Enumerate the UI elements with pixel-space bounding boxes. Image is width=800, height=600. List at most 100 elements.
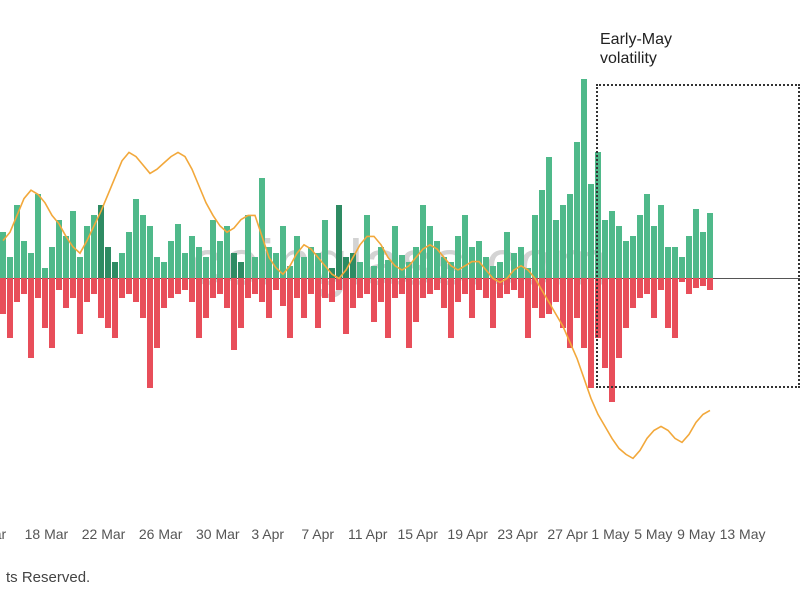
bar-positive xyxy=(357,262,363,279)
bar-negative xyxy=(658,278,664,290)
bar-positive xyxy=(112,262,118,279)
bar-negative xyxy=(28,278,34,358)
bar-positive xyxy=(525,268,531,279)
bar-positive xyxy=(567,194,573,278)
bar-negative xyxy=(588,278,594,388)
bar-positive xyxy=(630,236,636,278)
bar-negative xyxy=(280,278,286,306)
bar-positive xyxy=(476,241,482,279)
bar-positive xyxy=(70,211,76,278)
bar-negative xyxy=(651,278,657,318)
bar-positive xyxy=(700,232,706,278)
bar-positive xyxy=(336,205,342,279)
bar-negative xyxy=(525,278,531,338)
bar-negative xyxy=(616,278,622,358)
bar-negative xyxy=(133,278,139,302)
bar-negative xyxy=(343,278,349,334)
bar-negative xyxy=(420,278,426,298)
bar-negative xyxy=(371,278,377,322)
bar-positive xyxy=(322,220,328,279)
bar-negative xyxy=(175,278,181,294)
bar-negative xyxy=(490,278,496,328)
bar-positive xyxy=(42,268,48,279)
bar-positive xyxy=(623,241,629,279)
x-tick-label: 23 Apr xyxy=(497,526,537,542)
bar-negative xyxy=(308,278,314,294)
bar-negative xyxy=(672,278,678,338)
bar-positive xyxy=(0,232,6,278)
bar-negative xyxy=(210,278,216,298)
x-tick-label: 15 Apr xyxy=(397,526,437,542)
bar-negative xyxy=(546,278,552,314)
bar-positive xyxy=(168,241,174,279)
bar-negative xyxy=(217,278,223,294)
bar-positive xyxy=(343,257,349,278)
bar-positive xyxy=(553,220,559,279)
bar-negative xyxy=(553,278,559,302)
bar-positive xyxy=(203,257,209,278)
bar-negative xyxy=(350,278,356,308)
bar-negative xyxy=(427,278,433,294)
bar-negative xyxy=(336,278,342,290)
bar-positive xyxy=(231,253,237,278)
bar-negative xyxy=(7,278,13,338)
bar-negative xyxy=(259,278,265,302)
bar-negative xyxy=(14,278,20,302)
bar-positive xyxy=(406,262,412,279)
bar-negative xyxy=(483,278,489,298)
bar-positive xyxy=(392,226,398,279)
bar-negative xyxy=(413,278,419,322)
bar-negative xyxy=(126,278,132,294)
bar-negative xyxy=(98,278,104,318)
bar-negative xyxy=(609,278,615,402)
bar-positive xyxy=(399,255,405,278)
bar-negative xyxy=(602,278,608,368)
bar-negative xyxy=(56,278,62,290)
bar-negative xyxy=(105,278,111,328)
bar-positive xyxy=(504,232,510,278)
bar-positive xyxy=(378,247,384,279)
bar-positive xyxy=(119,253,125,278)
bar-negative xyxy=(679,278,685,282)
bar-positive xyxy=(315,253,321,278)
bar-negative xyxy=(154,278,160,348)
bar-positive xyxy=(49,247,55,279)
bar-negative xyxy=(224,278,230,308)
bar-positive xyxy=(301,257,307,278)
bar-positive xyxy=(434,241,440,279)
bar-negative xyxy=(434,278,440,290)
bar-positive xyxy=(175,224,181,279)
bar-positive xyxy=(539,190,545,278)
bar-negative xyxy=(504,278,510,294)
bar-negative xyxy=(266,278,272,318)
bar-negative xyxy=(399,278,405,294)
bar-negative xyxy=(0,278,6,314)
bar-negative xyxy=(21,278,27,294)
bar-positive xyxy=(616,226,622,279)
bar-positive xyxy=(210,220,216,279)
bar-negative xyxy=(567,278,573,348)
x-tick-label: ar xyxy=(0,526,6,542)
bar-positive xyxy=(469,247,475,279)
bar-negative xyxy=(518,278,524,298)
bar-negative xyxy=(364,278,370,294)
bar-negative xyxy=(70,278,76,298)
bar-positive xyxy=(679,257,685,278)
bar-positive xyxy=(133,199,139,279)
bar-positive xyxy=(581,79,587,279)
bar-positive xyxy=(686,236,692,278)
bar-positive xyxy=(91,215,97,278)
bar-positive xyxy=(385,260,391,279)
bar-positive xyxy=(245,215,251,278)
bar-positive xyxy=(161,262,167,279)
bar-positive xyxy=(574,142,580,279)
bar-negative xyxy=(77,278,83,334)
bar-negative xyxy=(623,278,629,328)
x-tick-label: 11 Apr xyxy=(348,526,387,542)
bar-negative xyxy=(700,278,706,286)
bar-negative xyxy=(574,278,580,318)
bar-container xyxy=(0,60,800,480)
bar-positive xyxy=(259,178,265,279)
bar-negative xyxy=(49,278,55,348)
bar-positive xyxy=(189,236,195,278)
